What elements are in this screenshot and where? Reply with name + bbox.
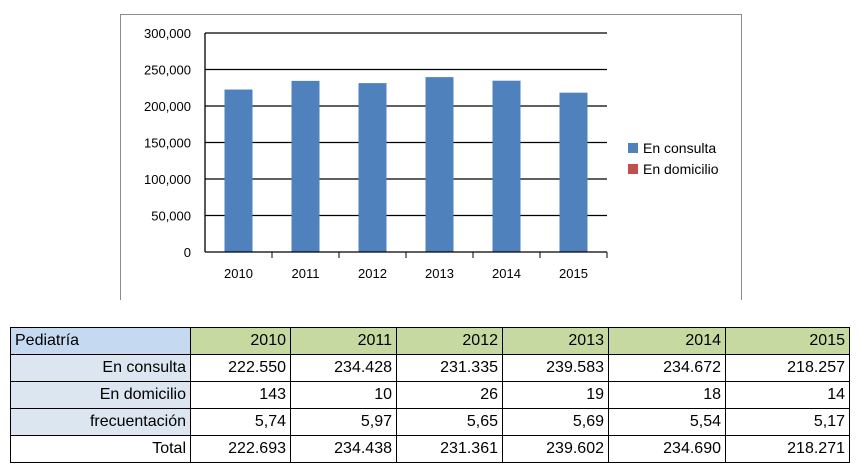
legend-label: En consulta (643, 140, 716, 156)
table-cell: 5,54 (608, 408, 726, 436)
table-cell: 2013 (502, 327, 609, 355)
table-cell: 5,17 (725, 408, 850, 436)
table-cell: 239.602 (502, 435, 609, 463)
bar-2014-en-consulta (492, 80, 521, 252)
legend-swatch (628, 143, 638, 153)
grid-lines (205, 32, 607, 217)
table-cell: 18 (608, 381, 726, 409)
legend: En consulta En domicilio (628, 140, 719, 177)
x-tick-label: 2010 (224, 266, 253, 281)
chart-container: 0 50,000 100,000 150,000 200,000 250,000 300,0… (120, 14, 742, 300)
table-cell: 2014 (608, 327, 726, 355)
y-tick-label: 150,000 (144, 136, 191, 151)
table-cell: 222.550 (190, 354, 291, 382)
table-cell: 5,69 (502, 408, 609, 436)
table-row: En consulta 222.550 234.428 231.335 239.583 2… (10, 354, 850, 382)
data-table: Pediatría 2010 2011 2012 2013 2014 2015 En cons… (10, 327, 850, 463)
table-cell: 143 (190, 381, 291, 409)
row-label: En domicilio (10, 381, 191, 409)
table-cell: 218.271 (725, 435, 850, 463)
table-cell: 222.693 (190, 435, 291, 463)
table-cell: 231.335 (396, 354, 503, 382)
y-tick-label: 0 (184, 245, 191, 260)
row-label: Total (10, 435, 191, 463)
table-cell: 234.672 (608, 354, 726, 382)
x-tick-label: 2011 (292, 266, 320, 281)
table-cell: 2015 (725, 327, 850, 355)
table-cell: 19 (502, 381, 609, 409)
row-label: frecuentación (10, 408, 191, 436)
table-header-row: Pediatría 2010 2011 2012 2013 2014 2015 (10, 327, 850, 355)
y-tick-label: 200,000 (144, 99, 191, 114)
x-tick-label: 2013 (425, 266, 454, 281)
table-cell: 5,74 (190, 408, 291, 436)
x-tick-label: 2012 (358, 266, 387, 281)
legend-swatch (628, 164, 638, 174)
table-row: Total 222.693 234.438 231.361 239.602 234.690… (10, 435, 850, 463)
bar-2012-en-consulta (358, 83, 387, 252)
y-tick-label: 50,000 (151, 209, 191, 224)
table-cell: 234.690 (608, 435, 726, 463)
table-cell: 218.257 (725, 354, 850, 382)
table-cell: 2012 (396, 327, 503, 355)
table-cell: 5,65 (396, 408, 503, 436)
bar-2011-en-consulta (291, 80, 320, 253)
table-cell: 10 (290, 381, 397, 409)
table-row: frecuentación 5,74 5,97 5,65 5,69 5,54 5,17 (10, 408, 850, 436)
x-tick-label: 2014 (492, 266, 521, 281)
table-cell: 26 (396, 381, 503, 409)
row-label: En consulta (10, 354, 191, 382)
row-label: Pediatría (10, 327, 191, 355)
bar-2010-en-consulta (224, 89, 253, 252)
table-cell: 5,97 (290, 408, 397, 436)
table-row: En domicilio 143 10 26 19 18 14 (10, 381, 850, 409)
table-cell: 234.428 (290, 354, 397, 382)
axes: 0 50,000 100,000 150,000 200,000 250,000 300,0… (144, 26, 608, 281)
table-cell: 2011 (290, 327, 397, 355)
table-cell: 2010 (190, 327, 291, 355)
y-tick-label: 250,000 (144, 63, 191, 78)
bars (224, 77, 602, 253)
legend-label: En domicilio (643, 161, 719, 177)
bar-2015-en-consulta (559, 92, 588, 252)
bar-2013-en-consulta (425, 77, 454, 253)
bar-chart: 0 50,000 100,000 150,000 200,000 250,000 300,0… (144, 26, 719, 281)
x-tick-label: 2015 (559, 266, 588, 281)
table-cell: 231.361 (396, 435, 503, 463)
table-cell: 234.438 (290, 435, 397, 463)
y-tick-label: 300,000 (144, 26, 191, 41)
table-cell: 239.583 (502, 354, 609, 382)
y-tick-label: 100,000 (144, 172, 191, 187)
table-cell: 14 (725, 381, 850, 409)
